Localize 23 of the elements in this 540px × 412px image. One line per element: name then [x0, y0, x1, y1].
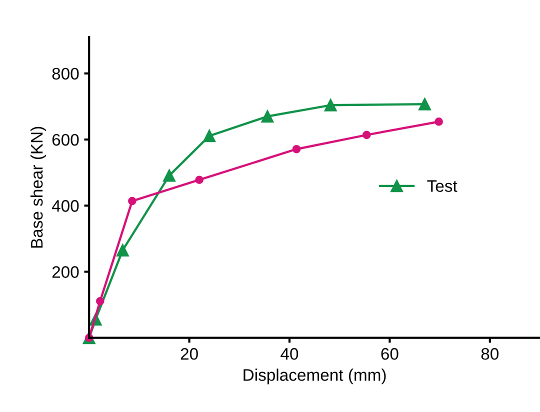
y-tick-label: 600 — [52, 134, 79, 146]
point — [195, 176, 204, 184]
point — [116, 244, 129, 257]
legend-label: Test — [427, 180, 458, 192]
x-tick-label: 20 — [180, 348, 198, 360]
point — [418, 98, 432, 110]
y-tick-label: 200 — [52, 266, 79, 278]
point — [292, 144, 301, 154]
point — [362, 130, 371, 140]
x-axis-title: Displacement (mm) — [244, 368, 386, 384]
point — [96, 296, 104, 306]
y-tick-label: 800 — [52, 68, 79, 80]
x-tick-label: 60 — [381, 348, 398, 360]
point — [261, 110, 274, 123]
x-tick-label: 40 — [280, 348, 298, 360]
point — [434, 118, 443, 126]
y-axis-title: Base shear (KN) — [30, 126, 46, 248]
point — [324, 98, 337, 112]
point — [203, 130, 216, 142]
y-tick-label: 400 — [52, 200, 79, 212]
point — [163, 169, 176, 182]
point — [128, 196, 136, 206]
x-tick-label: 80 — [481, 348, 499, 360]
